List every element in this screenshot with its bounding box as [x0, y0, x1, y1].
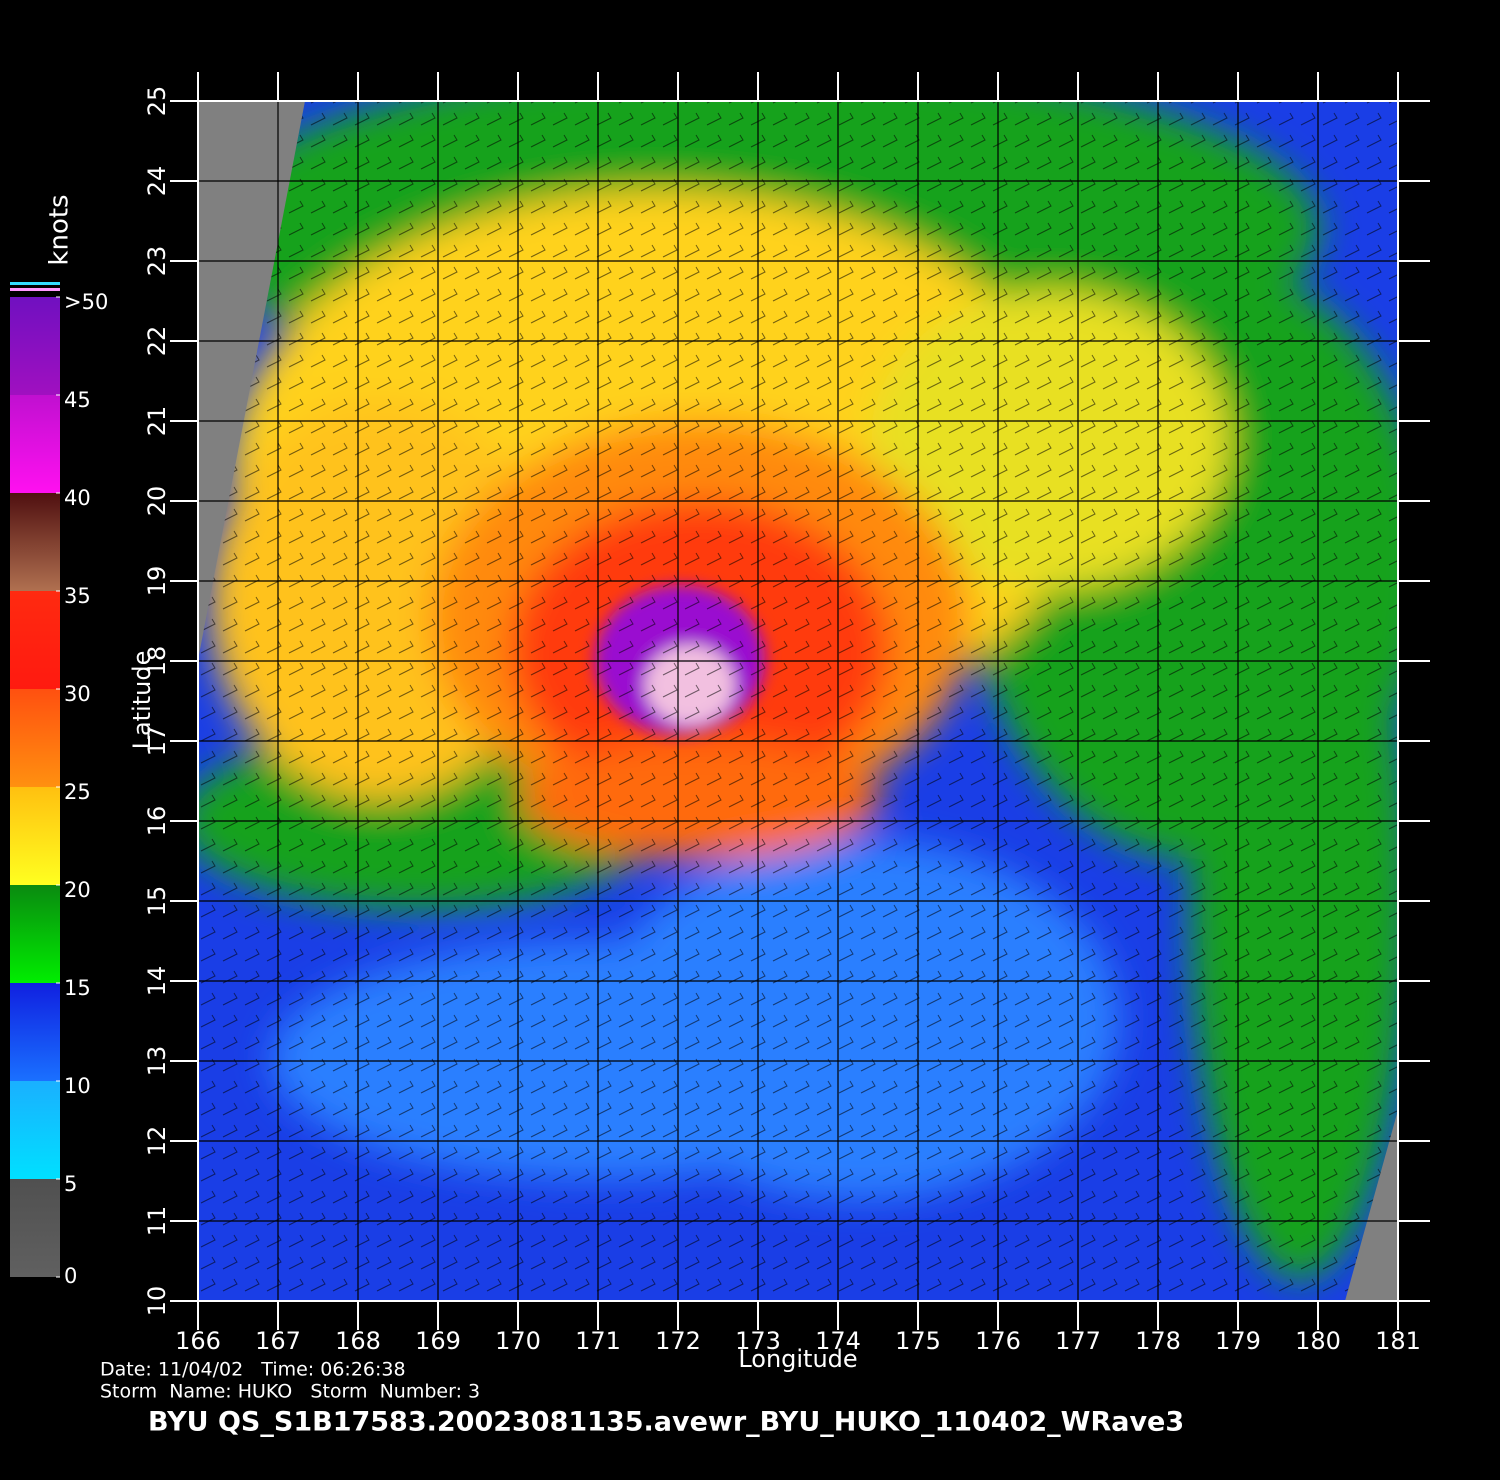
plot-frame	[197, 100, 1399, 1302]
colorbar-label: 35	[64, 584, 91, 608]
x-tick-label: 167	[255, 1327, 301, 1355]
x-axis-label: Longitude	[738, 1345, 857, 1373]
y-axis-label: Latitude	[128, 651, 156, 750]
y-tick-label: 25	[143, 86, 171, 117]
y-tick-label: 15	[143, 886, 171, 917]
colorbar: 0 5 10 15 20 25 30 35 40 45 >50	[10, 290, 108, 1288]
y-tick-label: 20	[143, 486, 171, 517]
colorbar-band	[10, 885, 60, 983]
x-tick-label: 171	[575, 1327, 621, 1355]
x-tick-label: 173	[735, 1327, 781, 1355]
colorbar-label: 20	[64, 878, 91, 902]
x-tick-label: 178	[1135, 1327, 1181, 1355]
x-tick-label: 169	[415, 1327, 461, 1355]
x-tick-label: 166	[175, 1327, 221, 1355]
colorbar-band	[10, 689, 60, 787]
colorbar-label: 30	[64, 682, 91, 706]
colorbar-band	[10, 395, 60, 493]
colorbar-band	[10, 787, 60, 885]
axes: 166 167 168 169 170 171 172 173 174 175 176 177 178 1…	[128, 72, 1430, 1373]
y-tick-label: 21	[143, 406, 171, 437]
colorbar-label: 10	[64, 1074, 91, 1098]
x-tick-label: 172	[655, 1327, 701, 1355]
y-tick-label: 19	[143, 566, 171, 597]
x-tick-label: 179	[1215, 1327, 1261, 1355]
date-line: Date: 11/04/02 Time: 06:26:38	[100, 1359, 406, 1381]
storm-line: Storm Name: HUKO Storm Number: 3	[100, 1381, 480, 1403]
colorbar-label: 25	[64, 780, 91, 804]
footer-title: BYU QS_S1B17583.20023081135.avewr_BYU_HU…	[148, 1407, 1184, 1438]
colorbar-label: 15	[64, 976, 91, 1000]
colorbar-label: >50	[64, 290, 108, 314]
colorbar-label: 0	[64, 1264, 77, 1288]
colorbar-cap	[10, 282, 60, 285]
colorbar-band	[10, 297, 60, 395]
colorbar-band	[10, 591, 60, 689]
y-tick-label: 17	[143, 726, 171, 757]
colorbar-cap	[10, 288, 60, 291]
y-tick-label: 11	[143, 1206, 171, 1237]
x-tick-label: 174	[815, 1327, 861, 1355]
y-tick-label: 24	[143, 166, 171, 197]
y-tick-label: 10	[143, 1286, 171, 1317]
x-tick-label: 168	[335, 1327, 381, 1355]
colorbar-band	[10, 983, 60, 1081]
x-tick-label: 175	[895, 1327, 941, 1355]
y-tick-label: 14	[143, 966, 171, 997]
x-tick-label: 181	[1375, 1327, 1421, 1355]
colorbar-label: 40	[64, 486, 91, 510]
x-tick-label: 180	[1295, 1327, 1341, 1355]
colorbar-band	[10, 493, 60, 591]
x-tick-label: 176	[975, 1327, 1021, 1355]
y-tick-label: 18	[143, 646, 171, 677]
y-tick-label: 22	[143, 326, 171, 357]
y-tick-label: 12	[143, 1126, 171, 1157]
y-tick-label: 23	[143, 246, 171, 277]
y-tick-label: 13	[143, 1046, 171, 1077]
wind-field	[198, 101, 1398, 1301]
colorbar-label: 45	[64, 388, 91, 412]
colorbar-title: knots	[45, 194, 75, 265]
x-tick-label: 170	[495, 1327, 541, 1355]
colorbar-label: 5	[64, 1172, 77, 1196]
x-tick-label: 177	[1055, 1327, 1101, 1355]
colorbar-band	[10, 1081, 60, 1179]
colorbar-band	[10, 1179, 60, 1277]
y-tick-label: 16	[143, 806, 171, 837]
